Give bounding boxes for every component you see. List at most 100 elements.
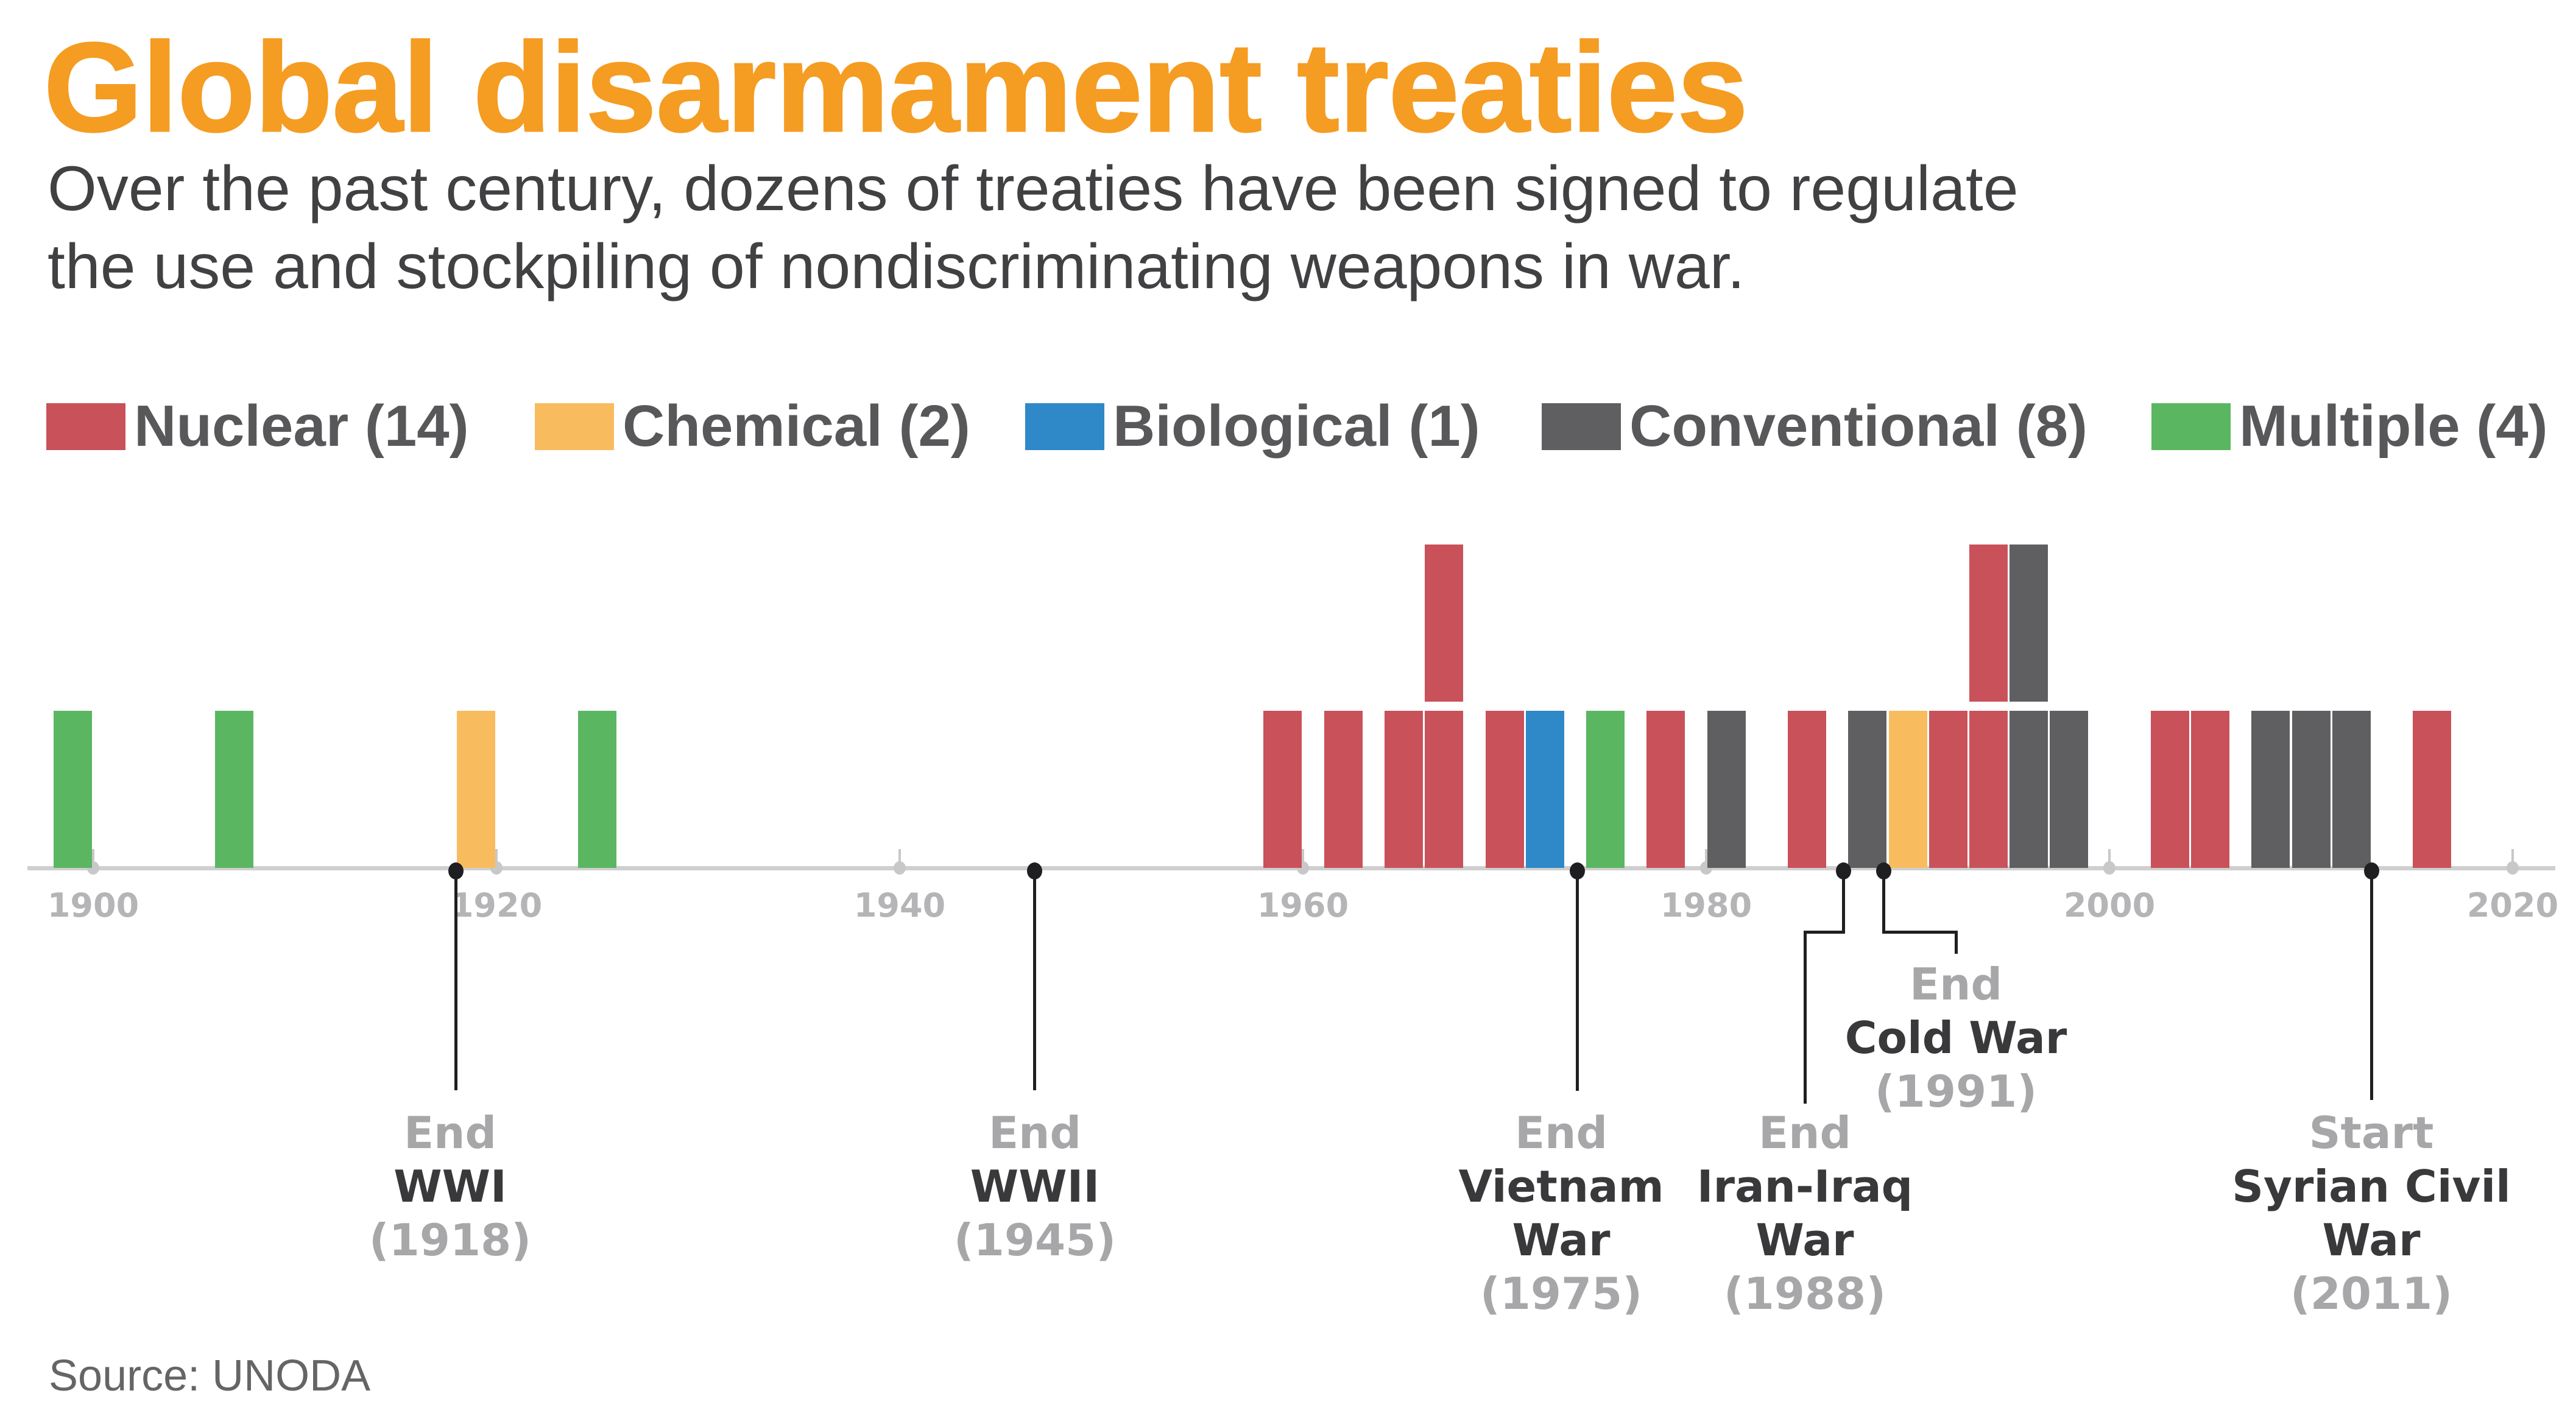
tick-mark-1960: [1302, 849, 1304, 868]
tick-mark-1900: [92, 849, 94, 868]
legend: Nuclear (14) Chemical (2) Biological (1) Co…: [0, 397, 2576, 464]
treaty-bar-1970-nuclear: [1486, 711, 1524, 868]
treaty-bar-1925-multiple: [578, 711, 616, 868]
legend-label-chemical: Chemical (2): [623, 393, 970, 459]
event-label-start-syrian-civil-war-line-1: Start: [2309, 1107, 2434, 1158]
event-label-end-vietnam-war-line-2: Vietnam: [1458, 1161, 1664, 1212]
event-dot-end-cold-war: [1876, 862, 1891, 879]
tick-label-1900: 1900: [47, 886, 139, 925]
event-label-end-wwi-line-1: End: [404, 1107, 496, 1158]
event-label-end-wwi: End WWI (1918): [237, 1106, 663, 1267]
treaty-bar-2010-conventional: [2292, 711, 2331, 868]
treaty-bar-1992-nuclear: [1929, 711, 1967, 868]
treaty-bar-2016-nuclear: [2413, 711, 2451, 868]
treaty-bar-1985-nuclear: [1788, 711, 1826, 868]
event-label-end-iran-iraq-war-line-1: End: [1759, 1107, 1851, 1158]
treaty-bar-1972-biological: [1526, 711, 1564, 868]
tick-label-2000: 2000: [2063, 886, 2156, 925]
event-connector-start-syrian-civil-war: [2370, 871, 2373, 1100]
legend-swatch-chemical: [535, 403, 614, 450]
treaty-bar-1978-nuclear: [1646, 711, 1685, 868]
tick-dot-2000: [2103, 861, 2115, 875]
treaty-bar-1994-nuclear-seg1: [1969, 711, 2008, 868]
event-label-start-syrian-civil-war-line-2: Syrian Civil: [2232, 1161, 2511, 1212]
event-dot-start-syrian-civil-war: [2364, 862, 2379, 879]
tick-label-1920: 1920: [450, 886, 543, 925]
tick-mark-1940: [898, 849, 901, 868]
legend-item-nuclear: Nuclear (14): [46, 397, 469, 456]
event-label-end-wwi-line-2: WWI: [393, 1161, 507, 1212]
page-title: Global disarmament treaties: [43, 17, 1748, 158]
treaty-bar-1998-conventional: [2050, 711, 2088, 868]
treaty-bar-1919-chemical: [457, 711, 495, 868]
event-connector-end-iran-iraq-war-v1: [1842, 871, 1845, 934]
subtitle-line-2: the use and stockpiling of nondiscrimina…: [48, 231, 1745, 302]
x-axis-line: [27, 866, 2555, 870]
treaty-bar-1994-nuclear-seg2: [1969, 545, 2008, 702]
event-connector-end-iran-iraq-war-v2: [1804, 931, 1807, 1104]
tick-dot-1940: [894, 861, 906, 875]
treaty-bar-1959-nuclear: [1263, 711, 1302, 868]
event-label-end-cold-war: End Cold War (1991): [1743, 957, 2169, 1118]
event-label-end-vietnam-war-line-1: End: [1515, 1107, 1607, 1158]
legend-swatch-multiple: [2151, 403, 2231, 450]
legend-label-biological: Biological (1): [1113, 393, 1480, 459]
event-connector-end-cold-war-h: [1882, 931, 1958, 934]
treaty-bar-2008-conventional: [2251, 711, 2290, 868]
event-dot-end-wwi: [448, 862, 464, 879]
event-label-end-vietnam-war: End Vietnam War (1975): [1348, 1106, 1774, 1320]
event-connector-end-cold-war-v1: [1882, 871, 1885, 934]
event-label-end-cold-war-line-2: Cold War: [1844, 1012, 2067, 1063]
legend-label-multiple: Multiple (4): [2239, 393, 2548, 459]
legend-swatch-biological: [1025, 403, 1104, 450]
event-dot-end-wwii: [1027, 862, 1042, 879]
treaty-bar-1975-multiple: [1586, 711, 1625, 868]
treaty-bar-2012-conventional: [2332, 711, 2371, 868]
legend-item-chemical: Chemical (2): [535, 397, 970, 456]
legend-label-nuclear: Nuclear (14): [134, 393, 469, 459]
legend-swatch-conventional: [1542, 403, 1621, 450]
event-label-end-cold-war-line-3: (1991): [1874, 1066, 2038, 1117]
treaty-bar-1990-chemical: [1889, 711, 1927, 868]
event-label-start-syrian-civil-war-line-4: (2011): [2290, 1268, 2453, 1319]
event-label-end-iran-iraq-war-line-3: War: [1756, 1214, 1854, 1266]
event-label-start-syrian-civil-war-line-3: War: [2322, 1214, 2421, 1266]
treaty-bar-2005-nuclear: [2191, 711, 2229, 868]
subtitle-line-1: Over the past century, dozens of treatie…: [48, 153, 2019, 224]
event-connector-end-wwi: [454, 871, 457, 1090]
treaty-bar-1988-conventional: [1848, 711, 1886, 868]
event-connector-end-iran-iraq-war-h: [1804, 931, 1845, 934]
treaty-bar-1907-multiple: [215, 711, 253, 868]
legend-label-conventional: Conventional (8): [1629, 393, 2088, 459]
treaty-bar-1996-conventional-seg1: [2010, 711, 2048, 868]
tick-mark-1920: [495, 849, 498, 868]
tick-label-1940: 1940: [853, 886, 946, 925]
event-label-end-wwii-line-1: End: [989, 1107, 1081, 1158]
legend-item-biological: Biological (1): [1025, 397, 1480, 456]
event-label-end-iran-iraq-war-line-2: Iran-Iraq: [1696, 1161, 1913, 1212]
treaty-bar-2003-nuclear: [2151, 711, 2189, 868]
treaty-bar-1967-nuclear-seg1: [1425, 711, 1463, 868]
tick-mark-2000: [2108, 849, 2111, 868]
tick-label-2020: 2020: [2466, 886, 2559, 925]
tick-mark-1980: [1705, 849, 1707, 868]
tick-label-1980: 1980: [1660, 886, 1752, 925]
legend-item-conventional: Conventional (8): [1542, 397, 2087, 456]
event-label-end-iran-iraq-war-line-4: (1988): [1723, 1268, 1886, 1319]
treaty-bar-1965-nuclear: [1385, 711, 1423, 868]
event-label-end-iran-iraq-war: End Iran-Iraq War (1988): [1592, 1106, 2018, 1320]
event-dot-end-iran-iraq-war: [1836, 862, 1851, 879]
event-label-end-vietnam-war-line-3: War: [1512, 1214, 1611, 1266]
treaty-bar-1962-nuclear: [1324, 711, 1363, 868]
event-label-end-wwi-line-3: (1918): [369, 1214, 532, 1266]
event-label-end-wwii-line-2: WWII: [970, 1161, 1100, 1212]
treaty-bar-1967-nuclear-seg2: [1425, 545, 1463, 702]
treaty-bar-1899-multiple: [54, 711, 92, 868]
legend-item-multiple: Multiple (4): [2151, 397, 2548, 456]
tick-dot-2020: [2507, 861, 2519, 875]
event-connector-end-wwii: [1033, 871, 1036, 1090]
event-dot-end-vietnam-war: [1570, 862, 1585, 879]
treaty-bar-1981-conventional: [1707, 711, 1746, 868]
